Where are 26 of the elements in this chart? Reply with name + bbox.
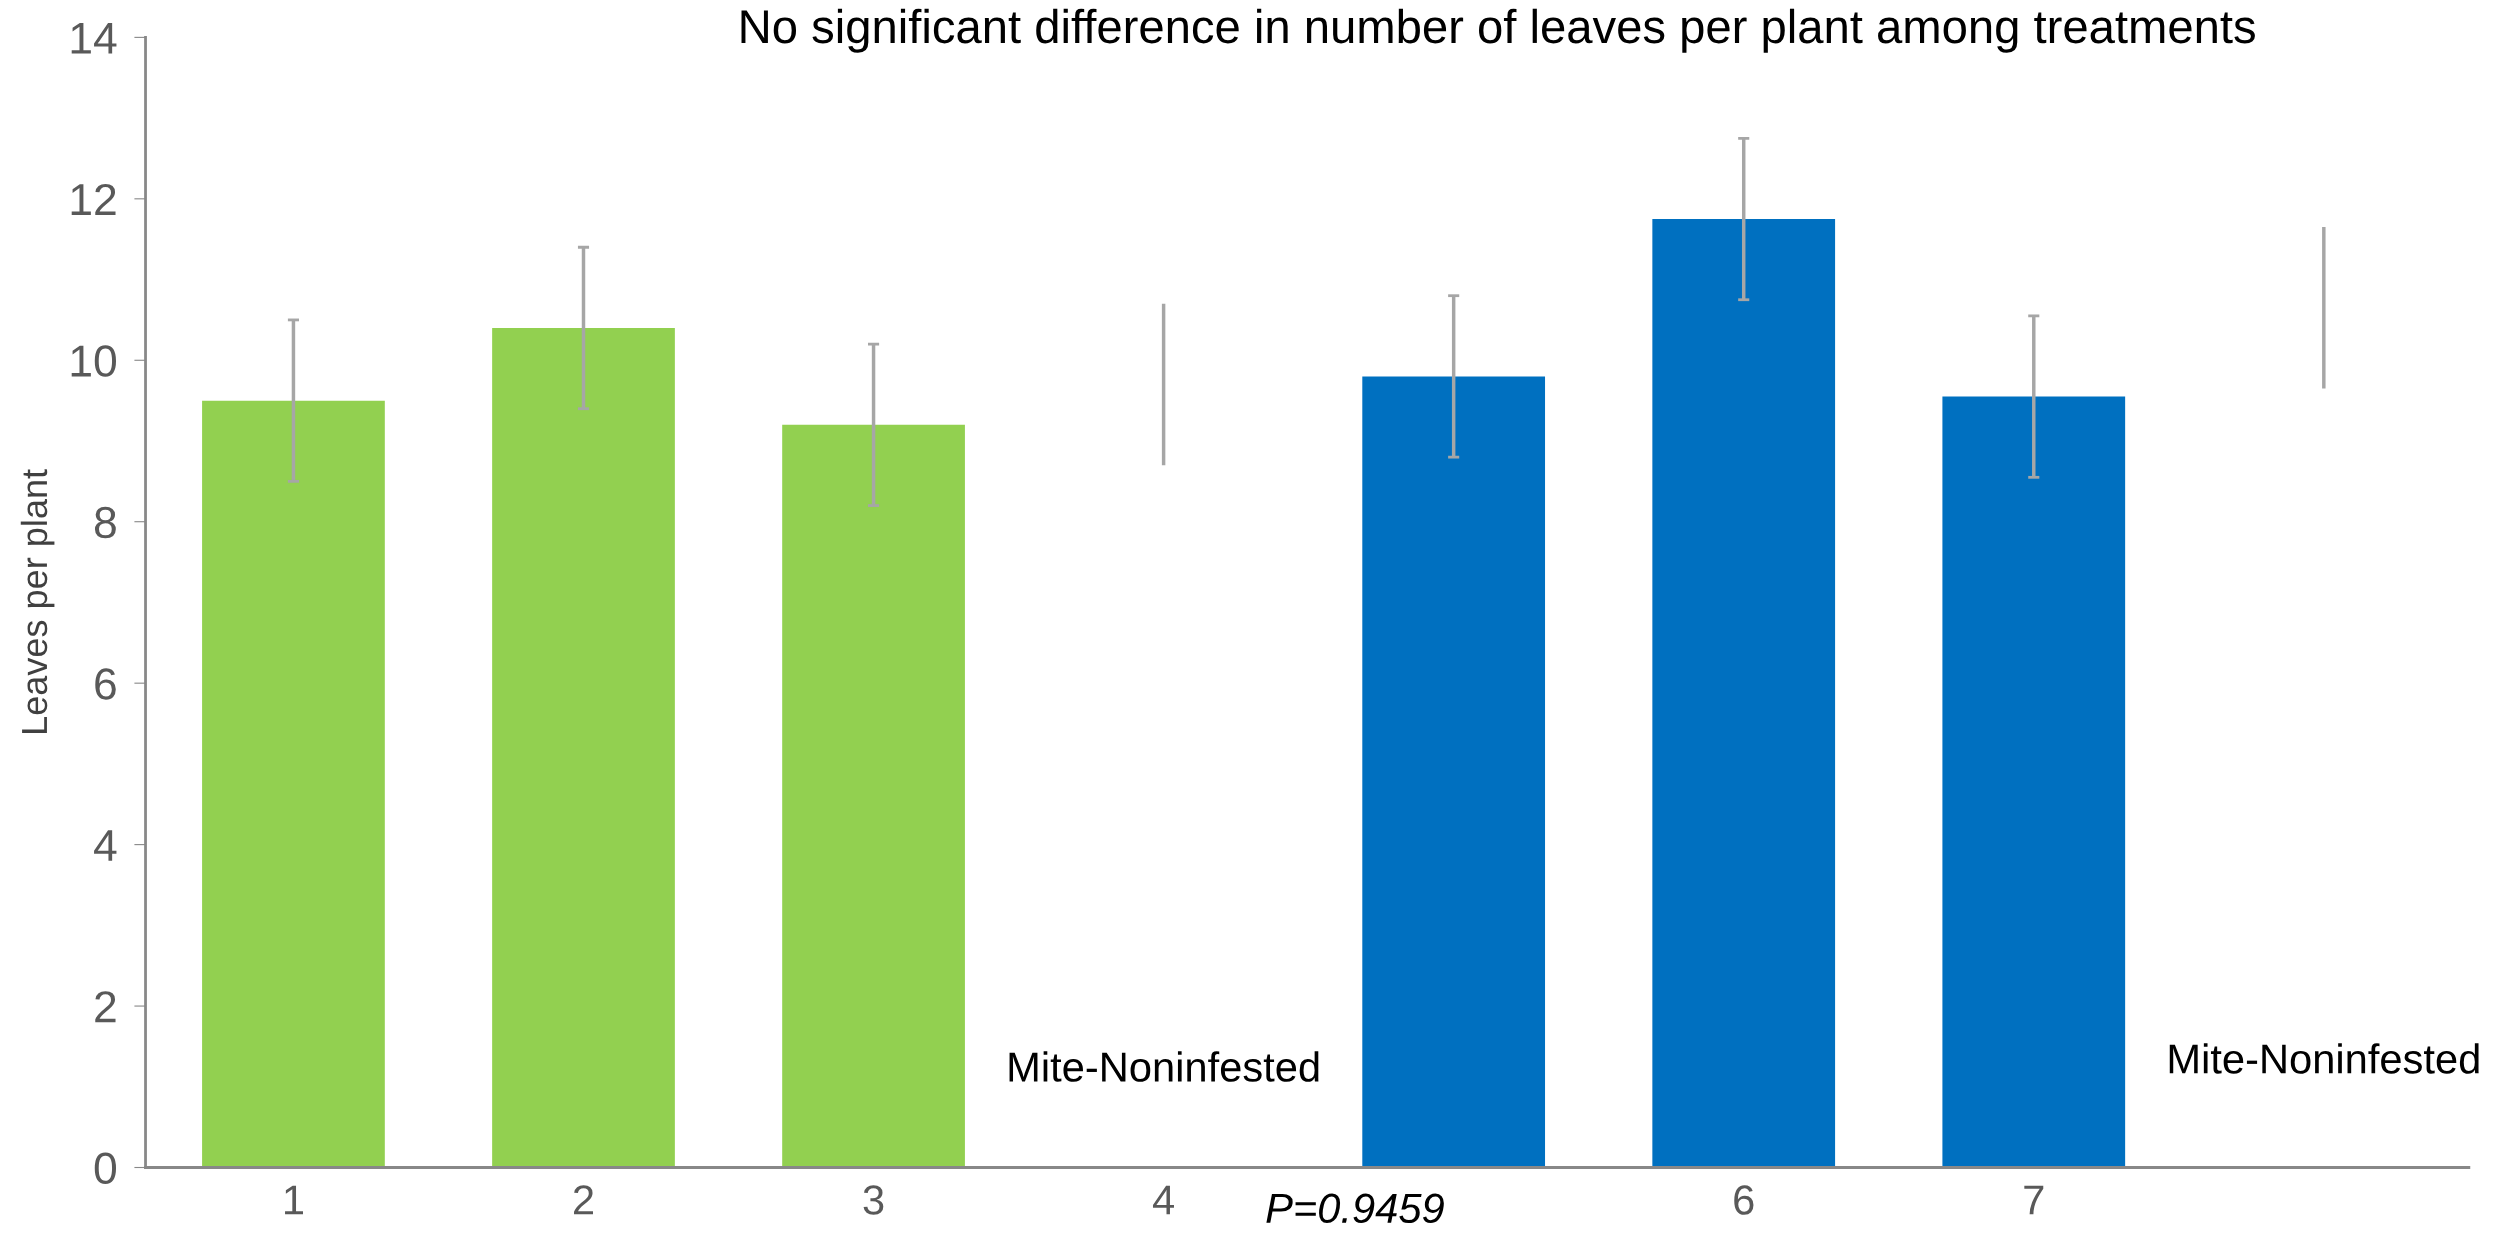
x-tick-label: 4 [1152, 1185, 1174, 1215]
y-axis-title: Leaves per plant [20, 469, 55, 733]
bar [782, 424, 965, 1168]
y-tick-label: 14 [71, 22, 117, 54]
y-tick-label: 4 [94, 830, 117, 861]
chart-title: No significant difference in number of leaves per plant among treatments [741, 8, 2255, 53]
annotation: Mite-Noninfested [1009, 1051, 1319, 1082]
y-tick-label: 6 [95, 668, 116, 700]
x-tick-label: 1 [285, 1185, 303, 1215]
annotation: Mite-Noninfested [2169, 1043, 2479, 1074]
y-tick-label: 12 [71, 183, 116, 215]
x-tick-label: 2 [574, 1185, 593, 1215]
bar [492, 327, 675, 1168]
y-tick-label: 0 [94, 1152, 117, 1185]
y-tick-label: 2 [95, 991, 116, 1023]
bar [202, 400, 385, 1168]
x-tick-label: 7 [2024, 1185, 2044, 1215]
bar [1652, 219, 1836, 1168]
bar [2322, 227, 2326, 389]
x-tick-label: 6 [1734, 1185, 1754, 1215]
bar [1942, 396, 2126, 1168]
x-tick-label: 3 [863, 1185, 884, 1215]
y-tick-label: 10 [71, 345, 117, 377]
bar [1362, 376, 1546, 1168]
y-tick-label: 8 [94, 506, 116, 539]
text: P=0.9459 [1266, 1193, 1444, 1224]
